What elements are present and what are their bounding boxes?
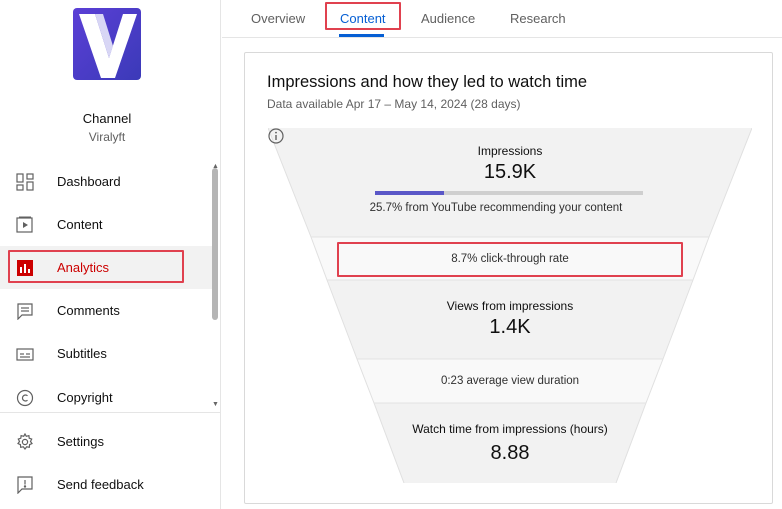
ctr-text: 8.7% click-through rate <box>451 253 569 265</box>
sidebar-item-label: Copyright <box>57 390 113 405</box>
sidebar-item-send-feedback[interactable]: Send feedback <box>0 463 214 506</box>
impressions-label: Impressions <box>477 144 543 158</box>
impressions-value: 15.9K <box>483 161 537 183</box>
impressions-funnel: Impressions 15.9K 25.7% from YouTube rec… <box>268 128 752 483</box>
sidebar-item-analytics[interactable]: Analytics <box>0 246 214 289</box>
tab-content[interactable]: Content <box>340 11 386 26</box>
sidebar-item-label: Content <box>57 217 103 232</box>
sidebar-item-label: Send feedback <box>57 477 144 492</box>
channel-title: Channel <box>82 111 132 126</box>
views-value: 1.4K <box>489 316 531 338</box>
watch-time-label: Watch time from impressions (hours) <box>412 422 608 436</box>
copyright-icon <box>14 387 36 409</box>
sidebar-item-label: Dashboard <box>57 174 121 189</box>
tab-audience[interactable]: Audience <box>421 11 476 26</box>
scroll-down-arrow[interactable]: ▼ <box>212 401 219 408</box>
recommendation-progress-fill <box>375 191 444 195</box>
content-icon <box>14 214 36 236</box>
channel-logo[interactable] <box>73 8 141 80</box>
sidebar-item-settings[interactable]: Settings <box>0 420 214 463</box>
card-title: Impressions and how they led to watch ti… <box>267 73 588 91</box>
sidebar-item-label: Settings <box>57 434 104 449</box>
sidebar-item-subtitles[interactable]: Subtitles <box>0 332 214 375</box>
scroll-up-arrow[interactable]: ▲ <box>212 163 219 170</box>
tab-overview[interactable]: Overview <box>251 11 306 26</box>
funnel-section-watch-time <box>374 403 646 483</box>
comments-icon <box>14 300 36 322</box>
tab-bar <box>222 0 782 38</box>
funnel-section-duration <box>357 359 663 403</box>
sidebar: Channel Viralyft Dashboard Content <box>0 0 221 509</box>
channel-name[interactable]: Viralyft <box>88 130 126 144</box>
views-label: Views from impressions <box>446 299 574 313</box>
dashboard-icon <box>14 171 36 193</box>
funnel-section-views <box>327 280 693 359</box>
funnel-shape <box>268 128 752 483</box>
sidebar-item-label: Subtitles <box>57 346 107 361</box>
recommendation-progress-bar <box>375 191 643 195</box>
feedback-icon <box>14 474 36 496</box>
sidebar-item-comments[interactable]: Comments <box>0 289 214 332</box>
info-icon[interactable] <box>268 128 284 144</box>
tab-research[interactable]: Research <box>510 11 566 26</box>
sidebar-item-content[interactable]: Content <box>0 203 214 246</box>
funnel-section-ctr <box>311 237 709 280</box>
sidebar-scrollbar[interactable] <box>212 168 218 320</box>
funnel-section-impressions <box>268 128 752 237</box>
avg-duration-text: 0:23 average view duration <box>440 375 580 387</box>
card-subtitle: Data available Apr 17 – May 14, 2024 (28… <box>267 97 521 111</box>
recommendation-text: 25.7% from YouTube recommending your con… <box>369 202 623 214</box>
sidebar-item-label: Comments <box>57 303 120 318</box>
sidebar-item-dashboard[interactable]: Dashboard <box>0 160 214 203</box>
analytics-icon <box>14 257 36 279</box>
watch-time-value: 8.88 <box>490 442 530 464</box>
sidebar-item-label: Analytics <box>57 260 110 275</box>
sidebar-divider <box>0 412 221 413</box>
active-tab-indicator <box>339 34 384 37</box>
gear-icon <box>14 431 36 453</box>
sidebar-item-copyright[interactable]: Copyright <box>0 376 214 419</box>
subtitles-icon <box>14 343 36 365</box>
